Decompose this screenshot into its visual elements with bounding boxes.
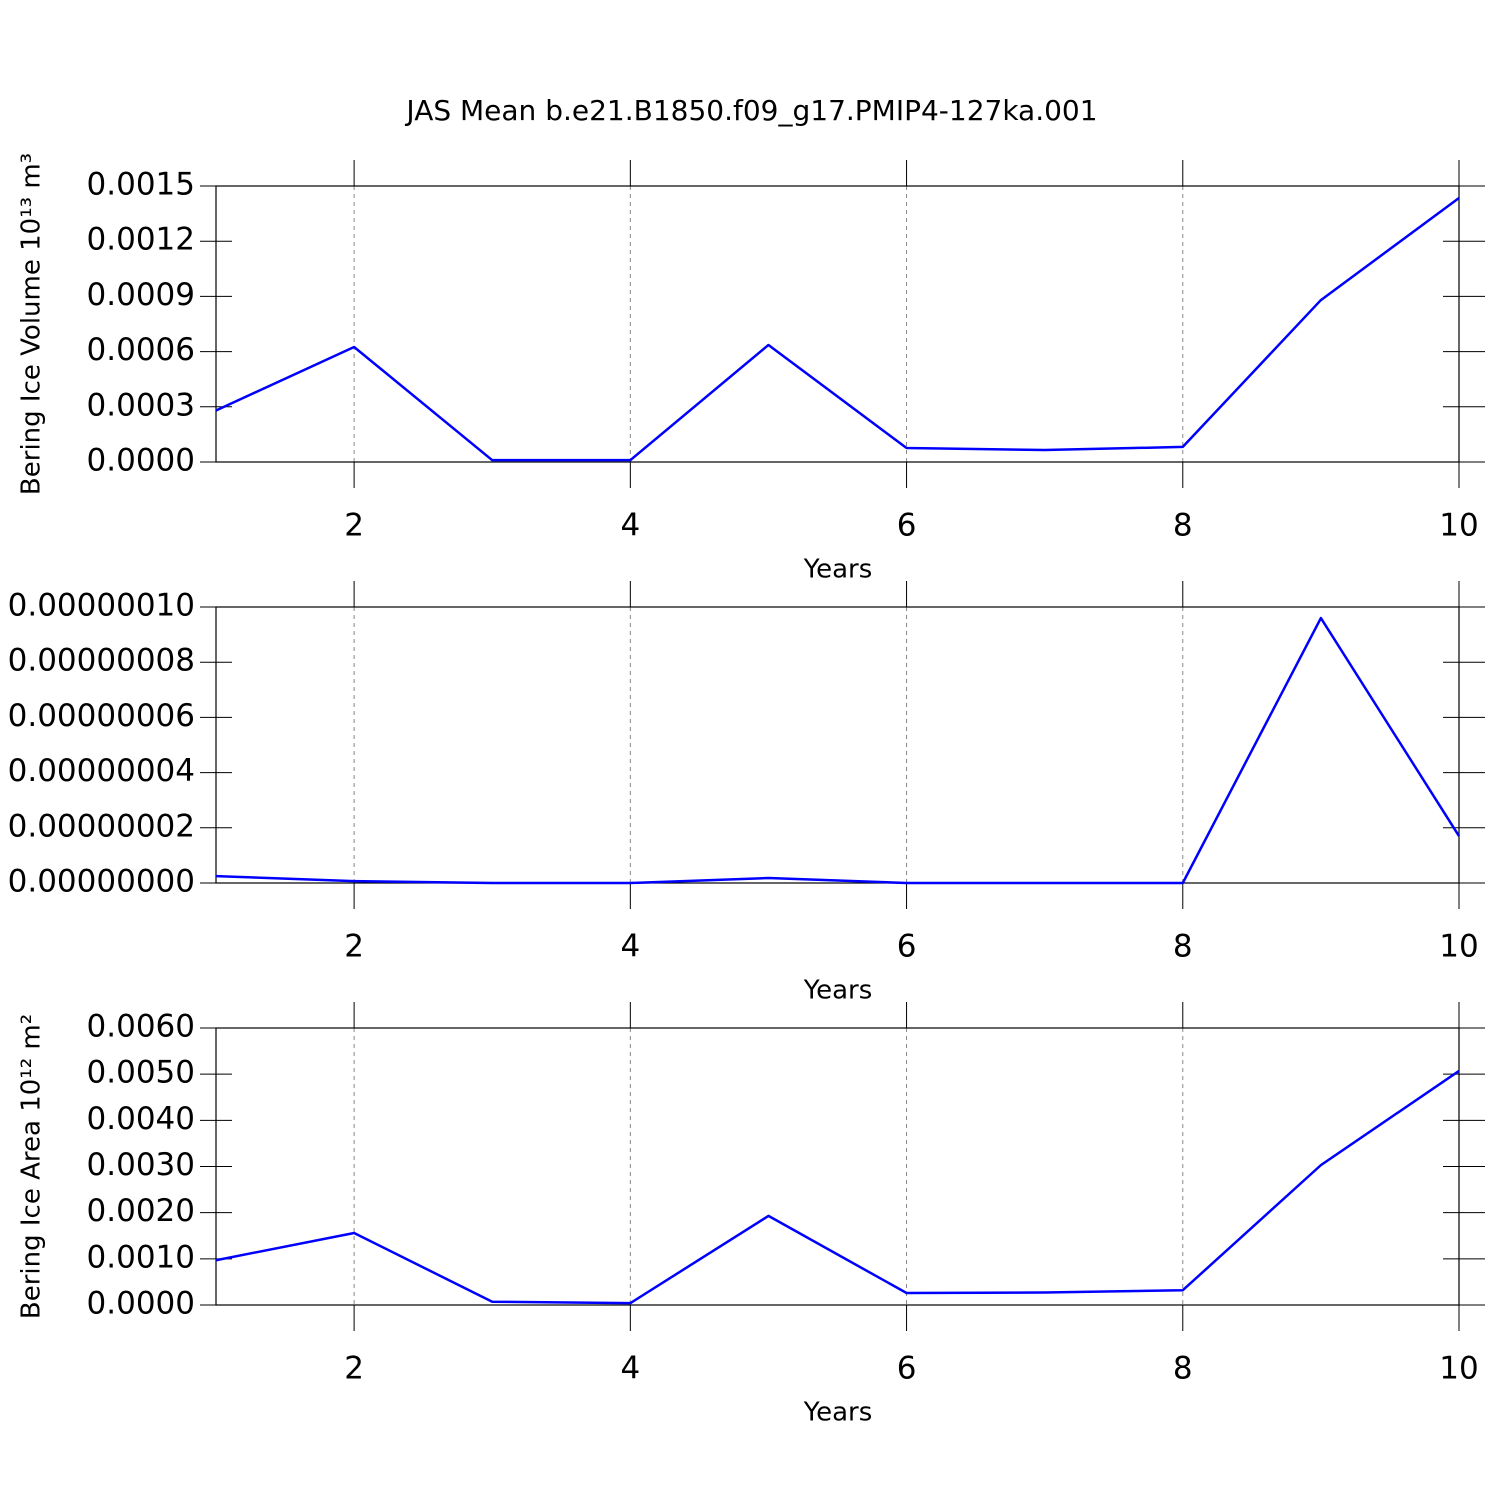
x-tick-label: 10 [1439,508,1478,544]
y-axis-title: Bering Ice Area 10¹² m² [17,1014,47,1319]
y-tick-label: 0.0006 [87,332,195,368]
x-tick-label: 2 [344,508,364,544]
y-tick-label: 0.00000006 [8,698,195,734]
data-line [215,616,1461,885]
y-tick-label: 0.00000010 [8,588,195,624]
x-tick-label: 8 [1173,1351,1193,1387]
x-tick-label: 10 [1439,1351,1478,1387]
y-tick-label: 0.00000002 [8,808,195,844]
y-tick-label: 0.0003 [87,387,195,423]
y-tick-label: 0.00000000 [8,864,195,900]
y-tick-label: 0.0040 [87,1101,195,1137]
x-tick-label: 8 [1173,929,1193,965]
y-tick-label: 0.0000 [87,1286,195,1322]
y-tick-label: 0.00000008 [8,643,195,679]
x-tick-label: 2 [344,929,364,965]
y-axis-title: Bering Ice Volume 10¹³ m³ [17,153,47,495]
y-tick-label: 0.0012 [87,222,195,258]
y-tick-label: 0.0000 [87,443,195,479]
x-axis-title: Years [803,976,873,1006]
x-axis-title: Years [803,1398,873,1428]
x-axis-title: Years [803,555,873,585]
x-tick-label: 8 [1173,508,1193,544]
plot-frame [215,1027,1460,1306]
x-tick-label: 4 [620,929,640,965]
y-tick-label: 0.0060 [87,1009,195,1045]
data-line [215,196,1460,462]
y-tick-label: 0.0015 [87,167,195,203]
plot-frame [215,606,1460,884]
plot-frame [215,185,1460,463]
x-tick-label: 4 [620,1351,640,1387]
data-line [215,1069,1460,1305]
x-tick-label: 6 [897,929,917,965]
y-tick-label: 0.0020 [87,1193,195,1229]
x-tick-label: 2 [344,1351,364,1387]
figure-title: JAS Mean b.e21.B1850.f09_g17.PMIP4-127ka… [404,94,1097,127]
x-tick-label: 4 [620,508,640,544]
y-tick-label: 0.0009 [87,277,195,313]
y-tick-label: 0.0050 [87,1055,195,1091]
y-tick-label: 0.0010 [87,1239,195,1275]
x-tick-label: 6 [897,508,917,544]
x-tick-label: 10 [1439,929,1478,965]
y-tick-label: 0.00000004 [8,753,195,789]
y-tick-label: 0.0030 [87,1147,195,1183]
x-tick-label: 6 [897,1351,917,1387]
